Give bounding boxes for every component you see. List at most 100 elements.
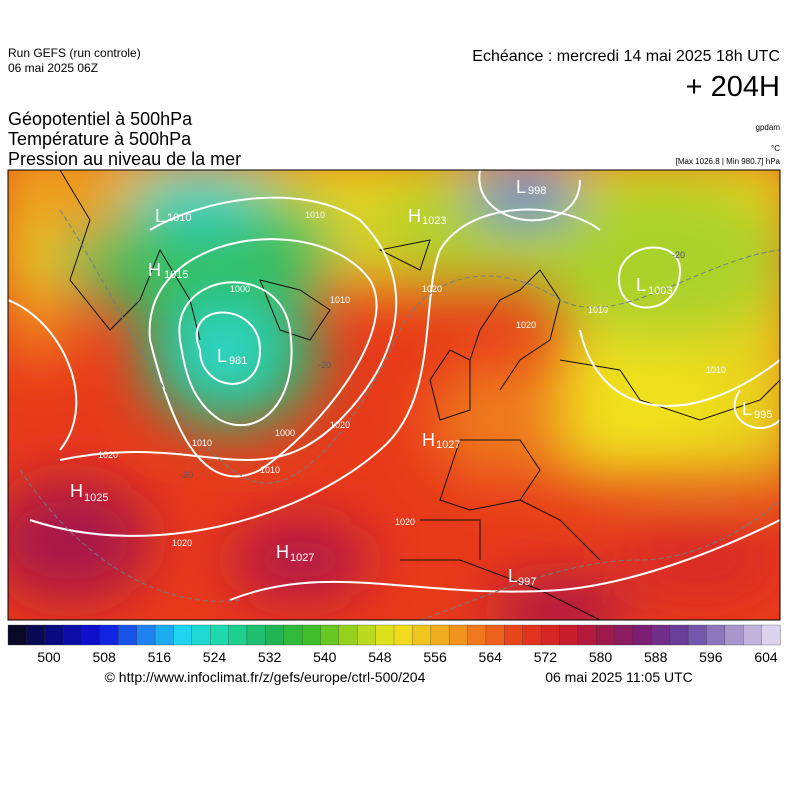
colorbar-swatch: [540, 624, 561, 646]
lead-time: + 204H: [686, 71, 780, 103]
unit-label: gpdam: [756, 123, 781, 132]
system-type: H: [148, 260, 161, 280]
contour-label: 1010: [706, 365, 726, 375]
system-value: 1023: [422, 215, 446, 227]
system-value: 998: [528, 185, 546, 197]
system-type: H: [422, 430, 435, 450]
colorbar-swatch: [706, 624, 726, 646]
colorbar-tick-label: 500: [37, 649, 61, 665]
contour-label: -20: [672, 250, 685, 260]
contour-label: 1020: [422, 284, 442, 294]
contour-label: -20: [180, 470, 193, 480]
colorbar-tick-label: 580: [589, 649, 613, 665]
colorbar-tick-label: 532: [258, 649, 282, 665]
contour-label: 1020: [98, 450, 118, 460]
creation-date: 06 mai 2025 11:05 UTC: [545, 669, 693, 685]
colorbar-swatch: [375, 624, 395, 646]
colorbar-tick-label: 516: [148, 649, 172, 665]
colorbar-swatch: [210, 624, 230, 646]
colorbar-tick-label: 564: [479, 649, 503, 665]
map: [8, 170, 780, 620]
colorbar-swatch: [669, 624, 689, 646]
run-label: Run GEFS (run controle): [8, 46, 141, 60]
system-type: H: [70, 481, 83, 501]
contour-label: 1010: [260, 465, 280, 475]
system-value: 995: [754, 409, 772, 421]
colorbar-swatch: [614, 624, 634, 646]
contour-label: 1010: [588, 305, 608, 315]
contour-label: 1010: [330, 295, 350, 305]
map-frame: [7, 169, 781, 621]
colorbar-swatch: [301, 624, 322, 646]
colorbar-swatch: [118, 624, 138, 646]
colorbar-tick-label: 604: [754, 649, 778, 665]
colorbar-tick-label: 556: [423, 649, 447, 665]
colorbar-tick-label: 572: [534, 649, 558, 665]
colorbar-swatch: [467, 624, 487, 646]
system-type: H: [408, 206, 421, 226]
colorbar-swatch: [338, 624, 358, 646]
contour-label: 1000: [230, 284, 250, 294]
colorbar-swatch: [651, 624, 671, 646]
colorbar-swatch: [485, 624, 505, 646]
colorbar-swatch: [724, 624, 744, 646]
field-label: Géopotentiel à 500hPa: [8, 109, 193, 129]
colorbar-swatch: [26, 624, 46, 646]
colorbar-swatch: [320, 624, 340, 646]
system-type: L: [508, 566, 518, 586]
colorbar-swatch: [448, 624, 469, 646]
contour-label: 1010: [305, 210, 325, 220]
field-label: Pression au niveau de la mer: [8, 149, 241, 169]
system-value: 997: [518, 576, 536, 588]
colorbar-swatch: [62, 624, 83, 646]
system-value: 1027: [436, 439, 460, 451]
contour-label: 1020: [172, 538, 192, 548]
colorbar-swatch: [7, 624, 28, 646]
colorbar-tick-label: 524: [203, 649, 227, 665]
system-type: L: [155, 206, 165, 226]
colorbar-tick-label: 588: [644, 649, 668, 665]
system-value: 1003: [648, 285, 672, 297]
colorbar-swatch: [632, 624, 652, 646]
system-type: L: [217, 346, 227, 366]
colorbar-swatch: [283, 624, 303, 646]
contour-label: 1020: [516, 320, 536, 330]
colorbar-swatch: [430, 624, 450, 646]
colorbar-swatch: [687, 624, 708, 646]
system-type: L: [516, 177, 526, 197]
pressure-systems: L 1010 H 1023 L 998 H 1015 L 1003 L 981 …: [70, 177, 772, 588]
colorbar-swatch: [522, 624, 542, 646]
system-value: 1010: [167, 212, 191, 224]
colorbar-swatch: [393, 624, 414, 646]
colorbar-swatch: [173, 624, 193, 646]
colorbar-swatch: [357, 624, 377, 646]
colorbar-swatch: [44, 624, 64, 646]
valid-time: Echéance : mercredi 14 mai 2025 18h UTC: [472, 48, 780, 65]
colorbar-swatch: [504, 624, 524, 646]
colorbar-swatch: [81, 624, 101, 646]
colorbar-swatch: [761, 624, 781, 646]
system-type: L: [742, 399, 752, 419]
contour-label: 1020: [395, 517, 415, 527]
colorbar-swatch: [246, 624, 266, 646]
run-date: 06 mai 2025 06Z: [8, 61, 98, 75]
isobars: [8, 170, 780, 601]
colorbar-swatch: [577, 624, 597, 646]
system-type: L: [636, 275, 646, 295]
colorbar-swatch: [559, 624, 579, 646]
system-type: H: [276, 542, 289, 562]
source-credit: © http://www.infoclimat.fr/z/gefs/europe…: [105, 669, 426, 685]
colorbar-swatch: [412, 624, 432, 646]
colorbar-swatch: [136, 624, 156, 646]
colorbar-swatch: [191, 624, 211, 646]
contour-label: 1020: [330, 420, 350, 430]
temperature-field: [8, 170, 780, 620]
colorbar-tick-label: 548: [368, 649, 392, 665]
system-value: 1027: [290, 552, 314, 564]
contour-label: -20: [318, 360, 331, 370]
unit-label: °C: [771, 144, 780, 153]
colorbar-tick-label: 540: [313, 649, 337, 665]
colorbar-swatch: [228, 624, 248, 646]
